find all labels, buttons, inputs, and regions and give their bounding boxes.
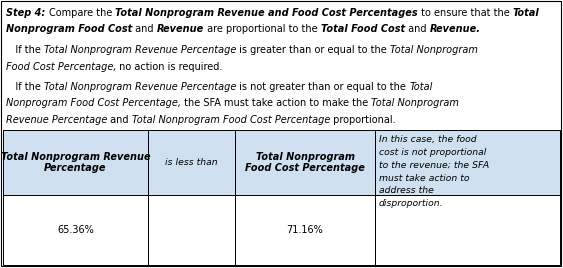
Text: is greater than or equal to the: is greater than or equal to the — [236, 45, 390, 55]
Text: Total Nonprogram Food Cost Percentage: Total Nonprogram Food Cost Percentage — [132, 115, 330, 125]
Text: Total: Total — [409, 82, 433, 92]
Text: the SFA must take action to make the: the SFA must take action to make the — [181, 99, 372, 109]
Text: Total Nonprogram: Total Nonprogram — [372, 99, 459, 109]
Bar — [3, 130, 148, 195]
Text: Compare the: Compare the — [48, 8, 115, 18]
Text: and: and — [132, 24, 157, 35]
Text: Revenue Percentage: Revenue Percentage — [6, 115, 108, 125]
Text: Revenue.: Revenue. — [430, 24, 481, 35]
Text: is less than: is less than — [165, 158, 218, 167]
Bar — [3, 195, 148, 265]
Text: Total: Total — [513, 8, 539, 18]
Bar — [375, 195, 560, 265]
Text: Total Nonprogram
Food Cost Percentage: Total Nonprogram Food Cost Percentage — [245, 152, 365, 173]
Text: Total Nonprogram Revenue and Food Cost Percentages: Total Nonprogram Revenue and Food Cost P… — [115, 8, 418, 18]
Text: and: and — [108, 115, 132, 125]
Bar — [148, 195, 235, 265]
Text: Total Food Cost: Total Food Cost — [321, 24, 405, 35]
Text: Revenue: Revenue — [157, 24, 204, 35]
Bar — [148, 130, 235, 195]
Text: proportional.: proportional. — [330, 115, 396, 125]
Text: 71.16%: 71.16% — [287, 225, 323, 235]
Text: are proportional to the: are proportional to the — [204, 24, 321, 35]
Text: Total Nonprogram: Total Nonprogram — [390, 45, 478, 55]
Text: Nonprogram Food Cost: Nonprogram Food Cost — [6, 24, 132, 35]
Text: If the: If the — [6, 82, 44, 92]
Text: Total Nonprogram Revenue Percentage: Total Nonprogram Revenue Percentage — [44, 45, 236, 55]
Text: and: and — [405, 24, 430, 35]
Text: is not greater than or equal to the: is not greater than or equal to the — [236, 82, 409, 92]
Text: If the: If the — [6, 45, 44, 55]
Text: to ensure that the: to ensure that the — [418, 8, 513, 18]
Text: Step 4:: Step 4: — [6, 8, 48, 18]
Bar — [235, 195, 375, 265]
Text: Food Cost Percentage,: Food Cost Percentage, — [6, 61, 117, 72]
Text: Total Nonprogram Revenue
Percentage: Total Nonprogram Revenue Percentage — [1, 152, 150, 173]
Bar — [235, 130, 375, 195]
Bar — [375, 130, 560, 195]
Text: In this case, the food
cost is not proportional
to the revenue; the SFA
must tak: In this case, the food cost is not propo… — [379, 135, 489, 208]
Text: Nonprogram Food Cost Percentage,: Nonprogram Food Cost Percentage, — [6, 99, 181, 109]
Text: 65.36%: 65.36% — [57, 225, 94, 235]
Text: no action is required.: no action is required. — [117, 61, 223, 72]
Text: Total Nonprogram Revenue Percentage: Total Nonprogram Revenue Percentage — [44, 82, 236, 92]
